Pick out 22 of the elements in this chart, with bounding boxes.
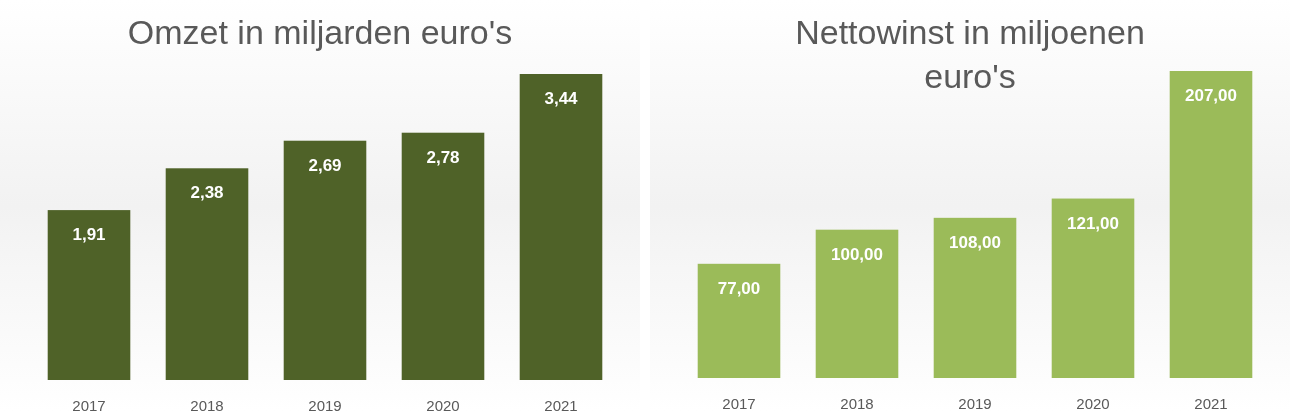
data-label: 2,78 xyxy=(426,147,460,167)
x-tick-label: 2021 xyxy=(544,397,578,411)
data-label: 3,44 xyxy=(544,89,579,108)
data-label: 2,38 xyxy=(190,183,224,203)
data-label: 108,00 xyxy=(949,232,1001,252)
x-tick-label: 2018 xyxy=(190,397,224,411)
x-tick-label: 2017 xyxy=(722,395,756,411)
x-tick-label: 2020 xyxy=(426,397,460,411)
x-tick-label: 2017 xyxy=(72,397,106,411)
data-label: 1,91 xyxy=(72,225,106,245)
x-tick-label: 2020 xyxy=(1076,395,1110,411)
data-label: 77,00 xyxy=(717,278,761,298)
data-label: 121,00 xyxy=(1067,213,1119,233)
x-tick-label: 2019 xyxy=(958,395,992,411)
data-label: 2,69 xyxy=(308,155,342,175)
chart-title: Omzet in miljarden euro's xyxy=(127,13,513,51)
data-label: 100,00 xyxy=(831,244,883,264)
chart-title: Nettowinst in miljoenen euro's xyxy=(795,13,1145,95)
x-tick-label: 2019 xyxy=(308,397,342,411)
x-tick-label: 2018 xyxy=(840,395,874,411)
data-label: 207,00 xyxy=(1185,86,1237,105)
x-tick-label: 2021 xyxy=(1194,395,1228,411)
